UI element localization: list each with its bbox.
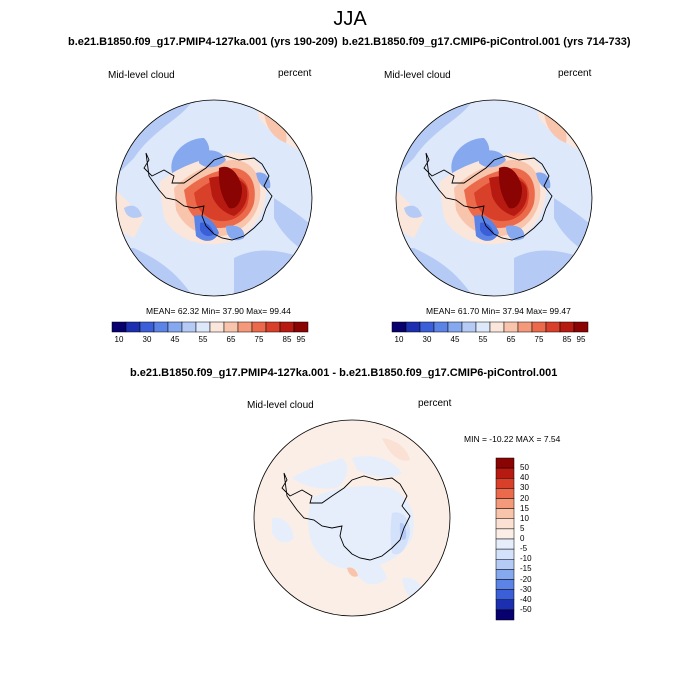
colorbar-swatch xyxy=(475,321,491,333)
left-panel-title: b.e21.B1850.f09_g17.PMIP4-127ka.001 (yrs… xyxy=(68,36,338,48)
colorbar-swatch xyxy=(495,538,515,550)
colorbar-swatch xyxy=(195,321,211,333)
right-variable-label: Mid-level cloud xyxy=(384,70,451,81)
colorbar-tick-label: 15 xyxy=(520,503,529,513)
colorbar-tick-label: 55 xyxy=(198,335,208,344)
diff-panel-title: b.e21.B1850.f09_g17.PMIP4-127ka.001 - b.… xyxy=(130,367,558,379)
colorbar-swatch xyxy=(495,579,515,590)
colorbar-swatch xyxy=(111,321,127,333)
colorbar-tick-label: -20 xyxy=(520,574,532,584)
colorbar-tick-label: 45 xyxy=(170,335,180,344)
colorbar-tick-label: 30 xyxy=(520,483,529,493)
colorbar-tick-label: 65 xyxy=(506,335,516,344)
colorbar-swatch xyxy=(545,321,561,333)
colorbar-swatch xyxy=(495,478,515,489)
colorbar-swatch xyxy=(573,321,589,333)
colorbar-tick-label: 10 xyxy=(520,513,529,523)
colorbar-swatch xyxy=(495,559,515,570)
colorbar-swatch xyxy=(251,321,267,333)
colorbar-tick-label: 30 xyxy=(422,335,432,344)
colorbar-swatch xyxy=(495,548,515,560)
colorbar-swatch xyxy=(293,321,309,333)
colorbar-swatch xyxy=(503,321,519,333)
colorbar-swatch xyxy=(419,321,435,333)
left-colorbar xyxy=(111,321,309,333)
colorbar-swatch xyxy=(447,321,463,333)
colorbar-tick-label: 10 xyxy=(114,335,124,344)
colorbar-swatch xyxy=(495,508,515,519)
colorbar-swatch xyxy=(495,518,515,530)
colorbar-swatch xyxy=(495,609,515,621)
colorbar-tick-label: 95 xyxy=(576,335,586,344)
colorbar-swatch xyxy=(495,457,515,469)
colorbar-swatch xyxy=(391,321,407,333)
colorbar-swatch xyxy=(279,321,295,333)
diff-variable-label: Mid-level cloud xyxy=(247,400,314,411)
colorbar-swatch xyxy=(495,599,515,611)
colorbar-swatch xyxy=(559,321,575,333)
colorbar-swatch xyxy=(461,321,477,333)
colorbar-tick-label: 30 xyxy=(142,335,152,344)
colorbar-swatch xyxy=(495,528,515,540)
colorbar-swatch xyxy=(489,321,505,333)
colorbar-swatch xyxy=(495,488,515,499)
colorbar-tick-label: 40 xyxy=(520,473,529,483)
colorbar-swatch xyxy=(139,321,155,333)
left-stats: MEAN= 62.32 Min= 37.90 Max= 99.44 xyxy=(146,306,291,316)
colorbar-tick-label: -40 xyxy=(520,594,532,604)
colorbar-swatch xyxy=(125,321,141,333)
colorbar-swatch xyxy=(495,498,515,509)
colorbar-tick-label: 55 xyxy=(478,335,488,344)
colorbar-tick-label: 20 xyxy=(520,493,529,503)
left-variable-label: Mid-level cloud xyxy=(108,70,175,81)
colorbar-tick-label: 75 xyxy=(254,335,264,344)
colorbar-tick-label: 85 xyxy=(562,335,572,344)
colorbar-swatch xyxy=(223,321,239,333)
colorbar-swatch xyxy=(495,589,515,600)
colorbar-swatch xyxy=(181,321,197,333)
colorbar-swatch xyxy=(237,321,253,333)
colorbar-tick-label: -30 xyxy=(520,584,532,594)
colorbar-swatch xyxy=(265,321,281,333)
left-polar-map xyxy=(115,99,313,297)
colorbar-tick-label: -10 xyxy=(520,554,532,564)
diff-colorbar xyxy=(495,457,515,621)
colorbar-tick-label: 85 xyxy=(282,335,292,344)
diff-stats: MIN = -10.22 MAX = 7.54 xyxy=(464,434,561,444)
right-stats: MEAN= 61.70 Min= 37.94 Max= 99.47 xyxy=(426,306,571,316)
colorbar-swatch xyxy=(167,321,183,333)
colorbar-swatch xyxy=(495,569,515,580)
colorbar-tick-label: -50 xyxy=(520,604,532,614)
colorbar-swatch xyxy=(495,467,515,479)
colorbar-tick-label: 75 xyxy=(534,335,544,344)
colorbar-tick-label: 95 xyxy=(296,335,306,344)
colorbar-swatch xyxy=(209,321,225,333)
colorbar-swatch xyxy=(517,321,533,333)
colorbar-tick-label: 65 xyxy=(226,335,236,344)
right-polar-map xyxy=(395,99,593,297)
left-units-label: percent xyxy=(278,68,312,79)
figure-title: JJA xyxy=(333,8,367,30)
right-colorbar xyxy=(391,321,589,333)
colorbar-swatch xyxy=(433,321,449,333)
diff-polar-map xyxy=(253,419,451,617)
colorbar-tick-label: 45 xyxy=(450,335,460,344)
diff-units-label: percent xyxy=(418,398,452,409)
right-panel-title: b.e21.B1850.f09_g17.CMIP6-piControl.001 … xyxy=(342,36,631,48)
colorbar-tick-label: 10 xyxy=(394,335,404,344)
colorbar-swatch xyxy=(531,321,547,333)
colorbar-tick-label: -15 xyxy=(520,564,532,574)
colorbar-tick-label: 5 xyxy=(520,523,525,533)
colorbar-tick-label: -5 xyxy=(520,544,528,554)
colorbar-tick-label: 50 xyxy=(520,463,529,473)
colorbar-swatch xyxy=(405,321,421,333)
right-units-label: percent xyxy=(558,68,592,79)
colorbar-swatch xyxy=(153,321,169,333)
colorbar-tick-label: 0 xyxy=(520,534,525,543)
